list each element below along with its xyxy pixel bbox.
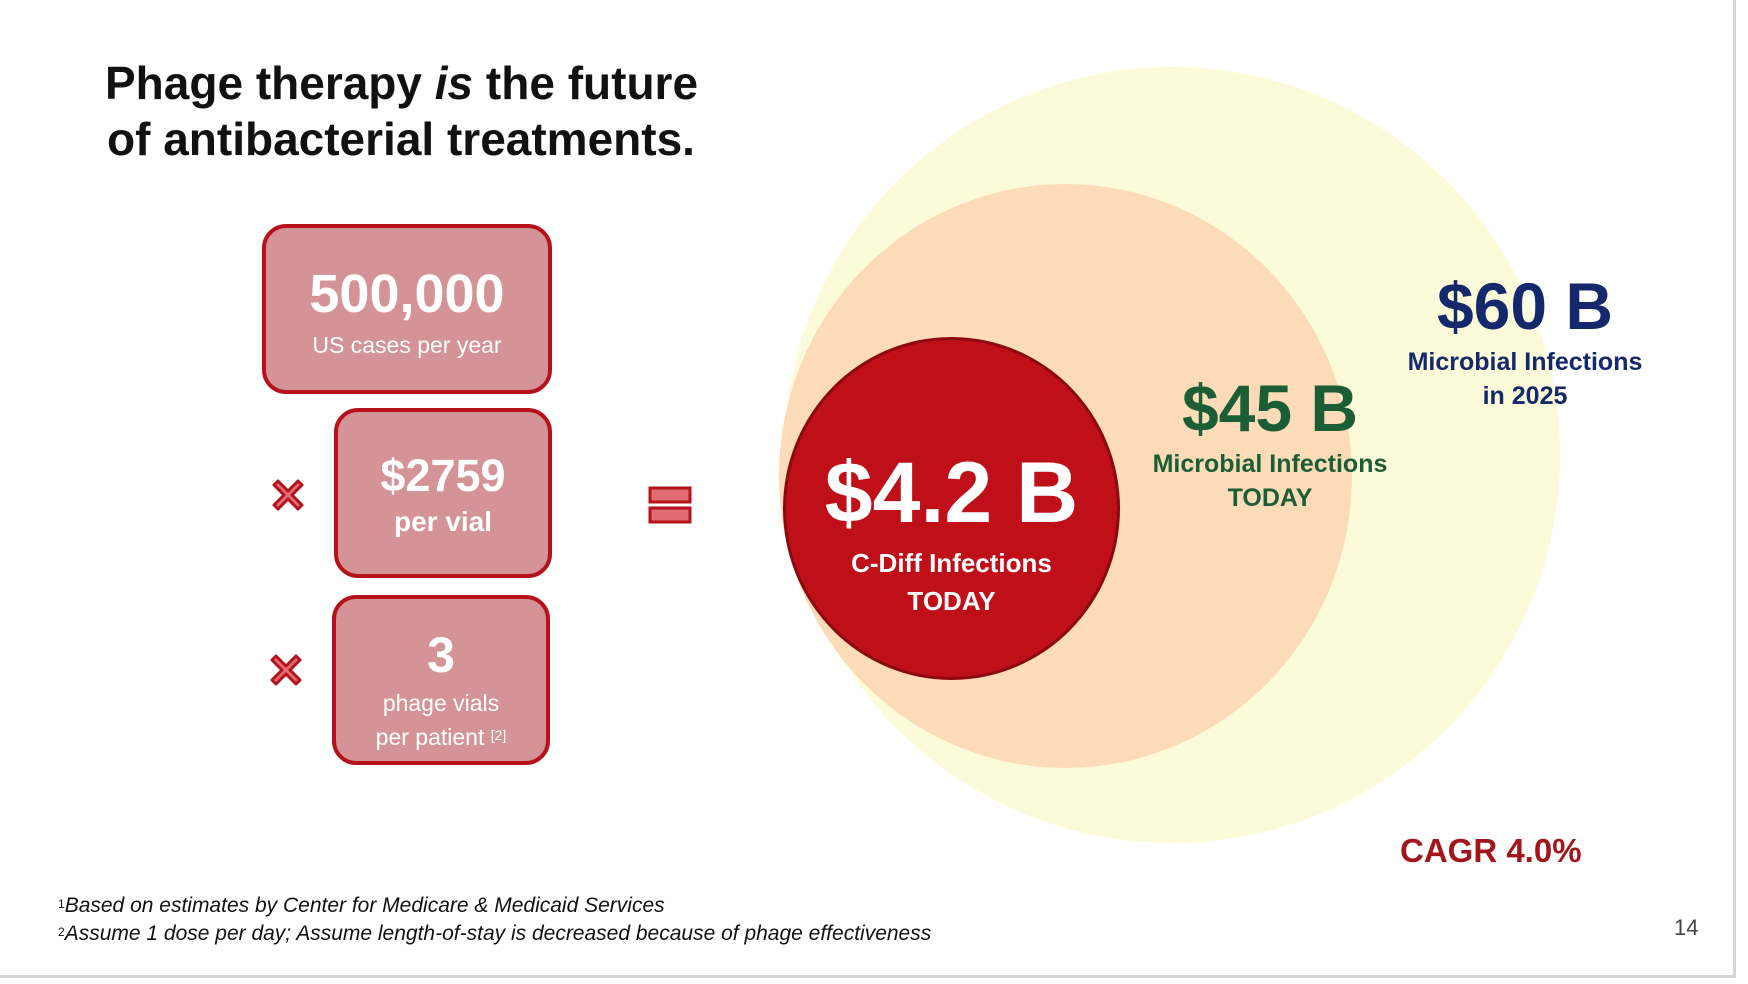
vials-reference: [2] — [490, 727, 507, 743]
footnote-1: 1Based on estimates by Center for Medica… — [58, 892, 931, 920]
outer-circle-label: $60 B Microbial Infections in 2025 — [1385, 268, 1665, 412]
inner-label-1: C-Diff Infections — [851, 548, 1052, 578]
times-icon — [270, 654, 302, 686]
middle-value: $45 B — [1181, 371, 1359, 445]
slide-title: Phage therapy is the future of antibacte… — [105, 55, 805, 167]
times-icon — [272, 479, 304, 511]
equals-icon — [648, 486, 692, 524]
cases-box: 500,000 US cases per year — [262, 224, 552, 394]
price-label: per vial — [393, 506, 493, 537]
title-line-1: Phage therapy is the future — [105, 55, 805, 111]
outer-label-2: in 2025 — [1482, 382, 1568, 410]
middle-circle-label: $45 B Microbial Infections TODAY — [1130, 370, 1410, 514]
inner-label-2: TODAY — [907, 586, 996, 616]
middle-label-2: TODAY — [1227, 484, 1313, 512]
footnote-mark: 2 — [58, 925, 65, 939]
title-text-post: the future — [473, 57, 699, 109]
vials-label-1: phage vials — [382, 690, 500, 716]
page-number: 14 — [1674, 915, 1699, 940]
title-emphasis: is — [434, 57, 474, 109]
vials-box: 3 phage vials per patient [2] — [332, 595, 550, 765]
cagr-label: CAGR 4.0% — [1400, 832, 1582, 869]
cases-value: 500,000 — [309, 264, 505, 324]
cases-label: US cases per year — [312, 332, 502, 358]
inner-circle-label: $4.2 B C-Diff Infections TODAY — [783, 445, 1120, 617]
middle-label-1: Microbial Infections — [1152, 450, 1388, 478]
inner-circle — [783, 337, 1120, 680]
title-text-pre: Phage therapy — [105, 57, 435, 109]
price-box: $2759 per vial — [334, 408, 552, 578]
price-value: $2759 — [380, 450, 506, 501]
footnote-2: 2Assume 1 dose per day; Assume length-of… — [58, 920, 931, 948]
footnote-mark: 1 — [58, 897, 65, 911]
footnotes: 1Based on estimates by Center for Medica… — [58, 892, 931, 948]
vials-value: 3 — [427, 627, 455, 683]
footnote-text: Based on estimates by Center for Medicar… — [64, 894, 665, 917]
vials-label-2-text: per patient — [375, 724, 485, 750]
vials-label-2: per patient [2] — [336, 723, 546, 751]
outer-label-1: Microbial Infections — [1407, 348, 1643, 376]
footnote-text: Assume 1 dose per day; Assume length-of-… — [64, 922, 932, 945]
inner-value: $4.2 B — [824, 445, 1079, 541]
outer-value: $60 B — [1436, 269, 1614, 343]
title-line-2: of antibacterial treatments. — [107, 113, 695, 165]
